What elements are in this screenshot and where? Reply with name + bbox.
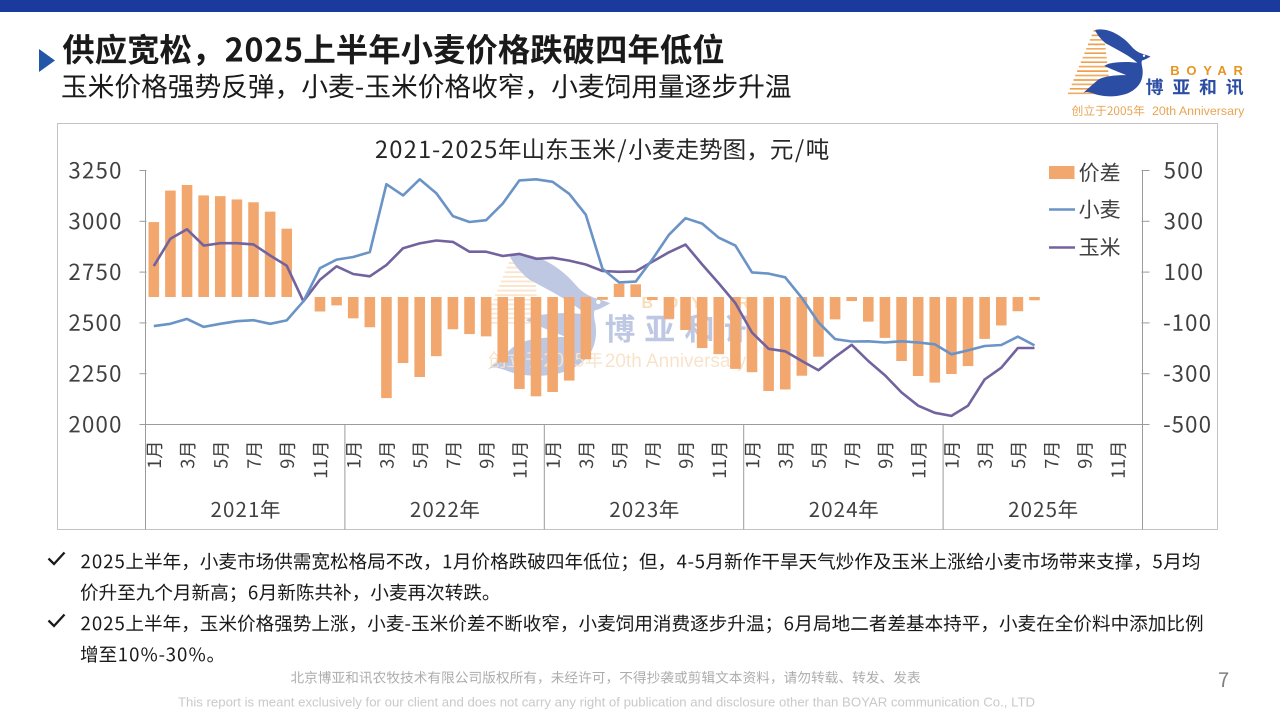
svg-text:BOYAR: BOYAR <box>1170 63 1249 78</box>
svg-text:This report is meant exclusive: This report is meant exclusively for our… <box>178 695 1035 710</box>
svg-text:20th Anniversary: 20th Anniversary <box>605 351 747 372</box>
svg-text:20th Anniversary: 20th Anniversary <box>1152 104 1245 118</box>
